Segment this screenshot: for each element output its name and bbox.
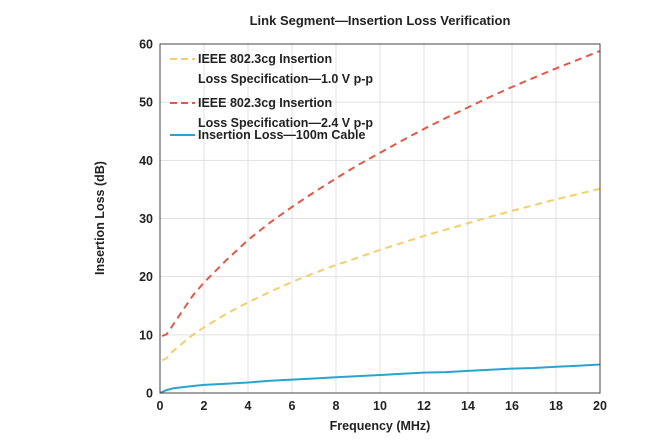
- x-tick-label-7: 14: [461, 399, 475, 413]
- x-tick-label-1: 2: [201, 399, 208, 413]
- y-tick-label-3: 30: [139, 212, 153, 226]
- y-tick-label-1: 10: [139, 328, 153, 342]
- legend-label-2-0: Insertion Loss—100m Cable: [198, 128, 365, 142]
- y-tick-label-6: 60: [139, 38, 153, 52]
- x-tick-label-6: 12: [417, 399, 431, 413]
- series-cable-loss-line: [159, 363, 601, 394]
- x-tick-label-4: 8: [333, 399, 340, 413]
- x-tick-label-5: 10: [373, 399, 387, 413]
- x-tick-label-3: 6: [289, 399, 296, 413]
- legend-label-1-1: Loss Specification—2.4 V p-p: [198, 116, 373, 130]
- series-1v-spec-line: [161, 187, 601, 362]
- x-tick-label-8: 16: [505, 399, 519, 413]
- grid-lines: [160, 44, 600, 393]
- legend-label-0-1: Loss Specification—1.0 V p-p: [198, 72, 373, 86]
- y-tick-label-2: 20: [139, 270, 153, 284]
- legend-label-0-0: IEEE 802.3cg Insertion: [198, 52, 332, 66]
- x-tick-label-0: 0: [157, 399, 164, 413]
- x-axis-label: Frequency (MHz): [330, 419, 431, 433]
- plot-frame: [159, 43, 601, 394]
- tick-labels: 0 2 4 6 8 10 12 14 16 18 20 0 10 20 30 40 50 60: [139, 38, 607, 414]
- y-tick-label-4: 40: [139, 154, 153, 168]
- x-tick-label-2: 4: [245, 399, 252, 413]
- y-tick-label-0: 0: [146, 387, 153, 401]
- x-tick-label-9: 18: [549, 399, 563, 413]
- legend: IEEE 802.3cg Insertion Loss Specification…: [170, 52, 373, 142]
- series-2v4-spec-line: [161, 50, 601, 337]
- series-layer: [159, 50, 601, 394]
- y-tick-label-5: 50: [139, 96, 153, 110]
- legend-label-1-0: IEEE 802.3cg Insertion: [198, 96, 332, 110]
- x-tick-label-10: 20: [593, 399, 607, 413]
- chart-title: Link Segment—Insertion Loss Verification: [250, 13, 511, 28]
- y-axis-label: Insertion Loss (dB): [93, 161, 107, 275]
